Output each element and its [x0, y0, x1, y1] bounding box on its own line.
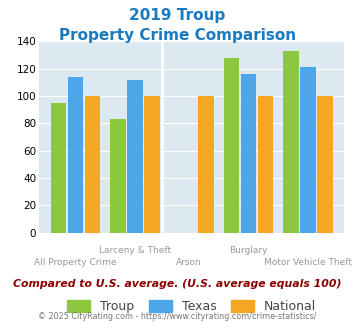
- Bar: [127, 80, 143, 233]
- Text: Arson: Arson: [176, 257, 202, 267]
- Bar: [68, 77, 83, 233]
- Bar: [85, 96, 100, 233]
- Text: Property Crime Comparison: Property Crime Comparison: [59, 28, 296, 43]
- Legend: Troup, Texas, National: Troup, Texas, National: [67, 300, 316, 314]
- Text: Larceny & Theft: Larceny & Theft: [99, 246, 171, 255]
- Text: © 2025 CityRating.com - https://www.cityrating.com/crime-statistics/: © 2025 CityRating.com - https://www.city…: [38, 312, 317, 321]
- Bar: [110, 119, 126, 233]
- Bar: [241, 74, 256, 233]
- Text: All Property Crime: All Property Crime: [34, 257, 117, 267]
- Bar: [258, 96, 273, 233]
- Bar: [198, 96, 214, 233]
- Bar: [317, 96, 333, 233]
- Text: Compared to U.S. average. (U.S. average equals 100): Compared to U.S. average. (U.S. average …: [13, 279, 342, 289]
- Bar: [300, 67, 316, 233]
- Text: 2019 Troup: 2019 Troup: [129, 8, 226, 23]
- Bar: [224, 58, 239, 233]
- Bar: [51, 103, 66, 233]
- Text: Motor Vehicle Theft: Motor Vehicle Theft: [264, 257, 352, 267]
- Bar: [144, 96, 160, 233]
- Bar: [283, 51, 299, 233]
- Text: Burglary: Burglary: [229, 246, 268, 255]
